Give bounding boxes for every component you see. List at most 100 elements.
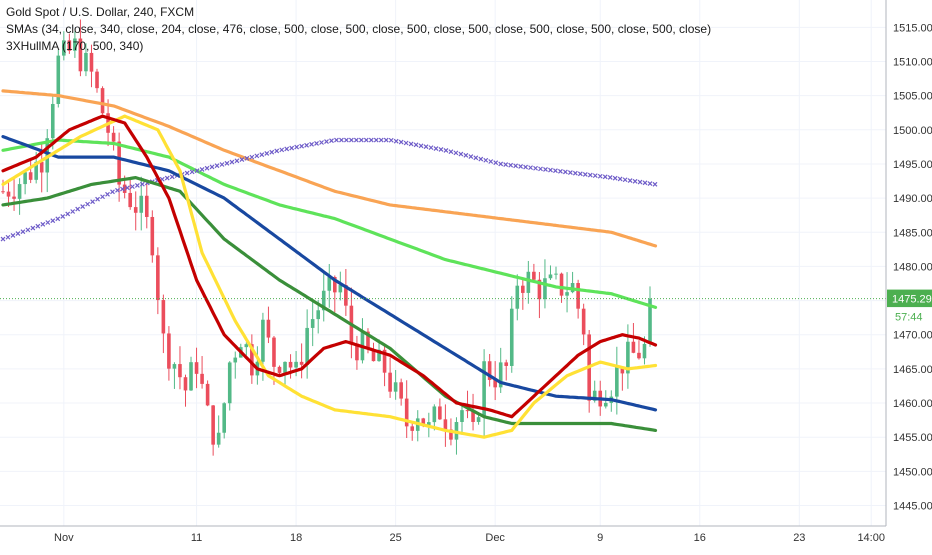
- candle-body: [509, 308, 514, 366]
- candle-body: [355, 343, 359, 361]
- price-tick-label: 1490.00: [893, 193, 932, 205]
- series-purple-mark: [428, 145, 434, 151]
- series-purple-mark: [622, 177, 628, 183]
- candle-body: [581, 308, 586, 335]
- candle-body: [100, 88, 105, 114]
- candle-body: [366, 331, 370, 350]
- series-purple-mark: [597, 173, 603, 179]
- series-purple-mark: [134, 182, 140, 188]
- series-purple-mark: [493, 160, 499, 166]
- series-purple-mark: [100, 194, 105, 200]
- series-purple-mark: [518, 163, 524, 169]
- series-purple-mark: [363, 137, 369, 143]
- series-purple-mark: [254, 153, 260, 159]
- candle-body: [476, 417, 481, 422]
- candle-body: [194, 362, 199, 374]
- series-purple-mark: [368, 137, 374, 143]
- candle-body: [620, 366, 625, 374]
- series-red-line: [1, 114, 658, 419]
- series-purple-mark: [5, 234, 11, 240]
- price-tick-label: 1460.00: [893, 398, 932, 410]
- candle-body: [161, 300, 166, 334]
- series-purple-mark: [40, 221, 46, 227]
- series-purple-mark: [20, 229, 26, 235]
- series-purple-mark: [528, 165, 533, 171]
- series-purple-mark: [393, 138, 399, 144]
- candle-body: [111, 132, 116, 142]
- series-purple-mark: [294, 144, 300, 150]
- candle-body: [443, 419, 448, 430]
- candle-body: [642, 343, 647, 359]
- candle-body: [559, 273, 564, 296]
- series-purple-mark: [488, 159, 494, 164]
- candle-body: [327, 277, 332, 291]
- series-purple-mark: [80, 204, 86, 209]
- candle-body: [648, 298, 652, 344]
- series-purple-mark: [533, 165, 538, 171]
- candle-body: [482, 361, 486, 418]
- candle-body: [266, 319, 271, 338]
- price-tick-label: 1470.00: [893, 330, 932, 342]
- candle-body: [23, 172, 27, 185]
- price-tick-label: 1480.00: [893, 261, 932, 273]
- series-purple-mark: [239, 157, 245, 163]
- series-yellow-line: [1, 114, 658, 439]
- candle-body: [150, 216, 155, 256]
- series-purple-mark: [577, 171, 583, 177]
- candle-body: [615, 366, 619, 397]
- candle-body: [189, 362, 193, 391]
- series-purple-mark: [413, 142, 419, 148]
- sma-indicator-label[interactable]: SMAs (34, close, 340, close, 204, close,…: [6, 22, 712, 36]
- symbol-title[interactable]: Gold Spot / U.S. Dollar, 240, FXCM: [6, 5, 195, 19]
- series-purple-mark: [95, 196, 100, 202]
- candle-body: [261, 319, 265, 362]
- series-purple-mark: [418, 143, 424, 149]
- series-purple-mark: [383, 137, 389, 143]
- series-purple-mark: [478, 156, 484, 162]
- series-purple-mark: [214, 163, 220, 169]
- series-purple-mark: [209, 164, 215, 170]
- series-purple-mark: [637, 179, 643, 185]
- price-axis-bg: [886, 0, 932, 550]
- candle-body: [233, 357, 238, 363]
- series-purple-mark: [398, 139, 404, 145]
- series-purple-mark: [503, 162, 509, 167]
- price-tick-label: 1500.00: [893, 125, 932, 137]
- candle-body: [28, 172, 33, 180]
- series-purple-mark: [189, 169, 195, 175]
- chart-grid: [0, 0, 886, 526]
- series-orange-line: [1, 89, 658, 248]
- candle-body: [532, 271, 536, 280]
- series-purple-mark: [562, 169, 568, 175]
- series-purple-mark: [60, 213, 66, 219]
- series-purple-mark: [75, 206, 81, 212]
- series-purple-mark: [353, 137, 359, 143]
- series-purple-mark: [284, 146, 290, 152]
- candle-body: [526, 271, 531, 293]
- candle-body: [277, 366, 282, 373]
- candle-body: [504, 362, 509, 366]
- series-purple-mark: [543, 167, 548, 172]
- candle-body: [316, 310, 321, 320]
- candle-body: [272, 337, 276, 367]
- series-purple-mark: [632, 178, 638, 184]
- series-mid_green-line: [1, 176, 658, 432]
- series-purple-mark: [483, 157, 489, 163]
- candle-body: [449, 429, 453, 440]
- series-purple-mark: [373, 137, 379, 143]
- series-purple-mark: [508, 162, 514, 168]
- series-purple-mark: [553, 168, 558, 174]
- series-purple-mark: [204, 165, 210, 171]
- candle-body: [34, 161, 38, 180]
- series-purple-mark: [498, 161, 504, 167]
- series-purple-mark: [169, 174, 175, 180]
- candle-body: [133, 207, 138, 213]
- series-purple-mark: [164, 175, 170, 181]
- candle-body: [393, 382, 398, 392]
- time-tick-label: Dec: [485, 532, 505, 544]
- hull-indicator-label[interactable]: 3XHullMA (170, 500, 340): [6, 39, 144, 53]
- time-tick-label: 18: [290, 532, 302, 544]
- series-purple-mark: [120, 186, 125, 192]
